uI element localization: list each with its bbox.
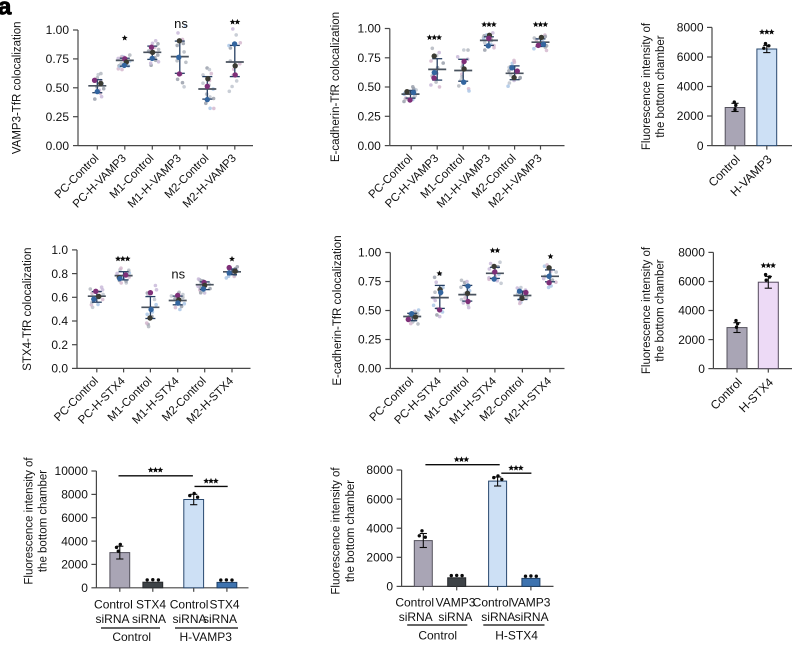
svg-text:Control: Control [94,598,133,612]
svg-text:1.00: 1.00 [357,22,381,36]
svg-text:H-VAMP3: H-VAMP3 [179,630,232,644]
svg-text:E-cadherin-TfR colocalization: E-cadherin-TfR colocalization [330,12,342,162]
svg-text:1.00: 1.00 [358,246,382,260]
svg-text:2000: 2000 [678,333,705,347]
svg-text:0: 0 [698,362,705,376]
svg-text:siRNA: siRNA [438,610,472,624]
svg-text:4000: 4000 [366,521,393,535]
svg-text:4000: 4000 [678,304,705,318]
svg-text:0.50: 0.50 [46,81,70,95]
svg-text:1.00: 1.00 [46,23,70,37]
svg-text:H-STX4: H-STX4 [495,629,538,643]
svg-text:0.75: 0.75 [46,52,70,66]
svg-text:0.8: 0.8 [51,267,68,281]
svg-text:8000: 8000 [61,488,88,502]
svg-text:0.25: 0.25 [357,110,381,124]
svg-text:0.50: 0.50 [358,304,382,318]
svg-text:STX4: STX4 [136,598,166,612]
svg-text:0.00: 0.00 [358,362,382,376]
svg-text:0.00: 0.00 [46,139,70,153]
svg-text:Control: Control [473,596,512,610]
svg-text:the bottom chamber: the bottom chamber [38,470,50,572]
svg-text:E-cadherin-TfR colocalization: E-cadherin-TfR colocalization [332,235,344,385]
svg-text:6000: 6000 [366,492,393,506]
svg-text:1.0: 1.0 [51,243,68,257]
svg-text:0.25: 0.25 [358,333,382,347]
svg-text:a: a [0,0,12,21]
svg-text:0.6: 0.6 [51,291,68,305]
svg-text:the bottom chamber: the bottom chamber [655,35,667,137]
svg-text:0.00: 0.00 [357,139,381,153]
svg-text:ns: ns [174,16,188,31]
svg-text:Fluorescence intensity of: Fluorescence intensity of [641,22,653,150]
svg-text:Control: Control [170,598,209,612]
svg-text:0.2: 0.2 [51,338,68,352]
svg-text:2000: 2000 [677,109,704,123]
svg-text:8000: 8000 [677,21,704,35]
svg-text:4000: 4000 [677,80,704,94]
svg-text:VAMP3: VAMP3 [511,596,551,610]
svg-text:0.25: 0.25 [46,110,70,124]
svg-text:STX4: STX4 [209,598,239,612]
svg-text:siRNA: siRNA [481,610,515,624]
svg-text:8000: 8000 [366,463,393,477]
svg-text:0.50: 0.50 [357,80,381,94]
svg-text:2000: 2000 [61,558,88,572]
svg-text:6000: 6000 [678,275,705,289]
svg-text:siRNA: siRNA [203,612,237,626]
svg-text:siRNA: siRNA [399,610,433,624]
svg-text:0.75: 0.75 [358,275,382,289]
svg-text:0.4: 0.4 [51,314,68,328]
svg-text:Fluorescence intensity of: Fluorescence intensity of [331,467,343,595]
svg-text:Fluorescence intensity of: Fluorescence intensity of [641,246,653,374]
svg-text:the bottom chamber: the bottom chamber [655,259,667,361]
svg-text:6000: 6000 [677,50,704,64]
svg-text:siRNA: siRNA [132,612,166,626]
svg-text:0.0: 0.0 [51,362,68,376]
svg-text:0: 0 [386,580,393,594]
svg-text:Fluorescence intensity of: Fluorescence intensity of [24,457,36,585]
svg-text:ns: ns [171,267,185,282]
svg-text:Control: Control [418,629,457,643]
svg-text:10000: 10000 [55,464,89,478]
svg-text:6000: 6000 [61,511,88,525]
svg-text:0: 0 [81,581,88,595]
svg-text:VAMP3-TfR colocalization: VAMP3-TfR colocalization [12,21,24,154]
svg-text:4000: 4000 [61,534,88,548]
svg-text:the bottom chamber: the bottom chamber [345,480,357,582]
svg-text:siRNA: siRNA [172,612,206,626]
svg-text:STX4-TfR colocalization: STX4-TfR colocalization [22,247,34,370]
svg-text:VAMP3: VAMP3 [436,596,476,610]
svg-text:2000: 2000 [366,551,393,565]
svg-text:0.75: 0.75 [357,51,381,65]
svg-text:0: 0 [697,139,704,153]
svg-text:siRNA: siRNA [515,610,549,624]
svg-text:8000: 8000 [678,246,705,260]
svg-text:Control: Control [395,596,434,610]
svg-text:siRNA: siRNA [95,612,129,626]
svg-text:Control: Control [112,630,151,644]
